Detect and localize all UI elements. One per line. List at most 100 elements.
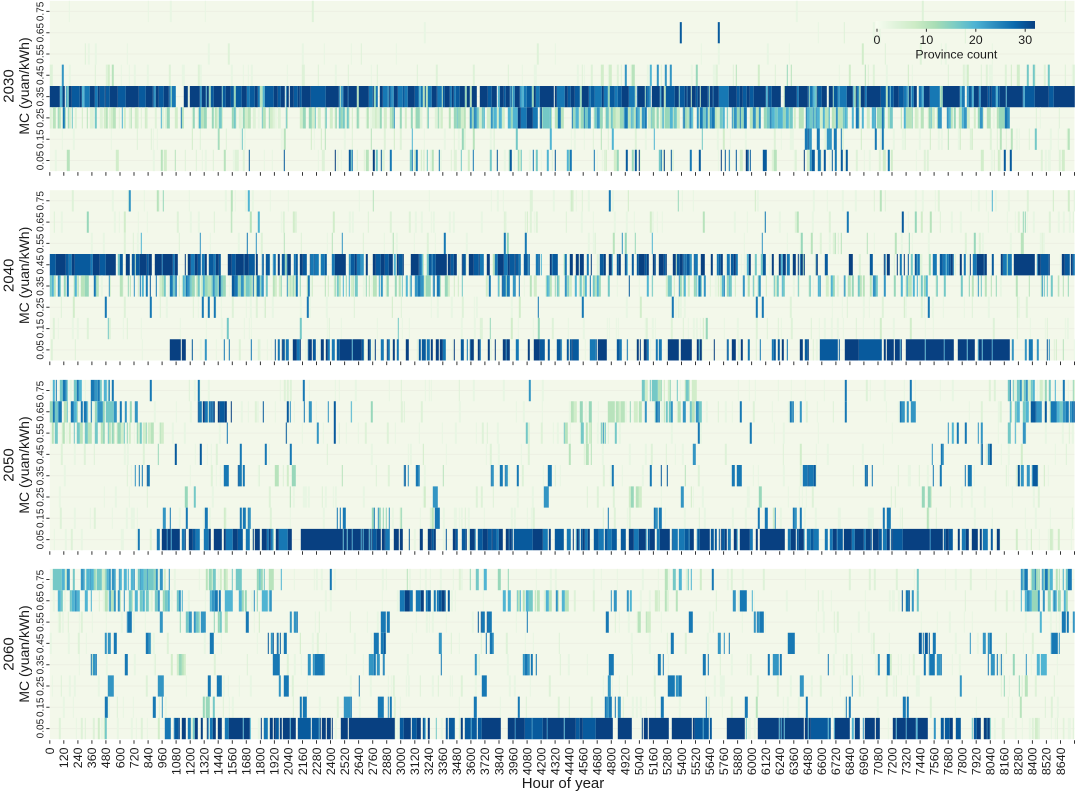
- svg-text:120: 120: [57, 747, 71, 768]
- svg-text:0.05: 0.05: [36, 718, 47, 738]
- svg-text:5640: 5640: [703, 747, 717, 775]
- svg-text:4200: 4200: [534, 747, 548, 775]
- svg-text:7200: 7200: [885, 747, 899, 775]
- svg-text:0.15: 0.15: [36, 129, 47, 149]
- svg-text:3120: 3120: [408, 747, 422, 775]
- svg-text:1200: 1200: [184, 747, 198, 775]
- svg-text:7920: 7920: [970, 747, 984, 775]
- svg-text:0.25: 0.25: [36, 487, 47, 507]
- svg-text:0.45: 0.45: [36, 633, 47, 653]
- svg-text:600: 600: [113, 747, 127, 768]
- svg-text:0.15: 0.15: [36, 697, 47, 717]
- svg-text:6360: 6360: [787, 747, 801, 775]
- svg-text:3960: 3960: [506, 747, 520, 775]
- svg-text:Province count: Province count: [915, 48, 998, 62]
- svg-text:2880: 2880: [380, 747, 394, 775]
- svg-text:0.55: 0.55: [36, 233, 47, 253]
- svg-text:0.05: 0.05: [36, 529, 47, 549]
- svg-text:0.35: 0.35: [36, 655, 47, 675]
- svg-text:2030: 2030: [1, 69, 18, 102]
- svg-text:0.15: 0.15: [36, 318, 47, 338]
- svg-text:0.25: 0.25: [36, 676, 47, 696]
- svg-text:1440: 1440: [212, 747, 226, 775]
- svg-text:6120: 6120: [759, 747, 773, 775]
- svg-text:2040: 2040: [1, 259, 18, 292]
- svg-text:2060: 2060: [1, 637, 18, 670]
- svg-text:0.15: 0.15: [36, 508, 47, 528]
- svg-text:2520: 2520: [338, 747, 352, 775]
- svg-text:0.75: 0.75: [36, 191, 47, 211]
- svg-text:3480: 3480: [450, 747, 464, 775]
- svg-text:2050: 2050: [1, 448, 18, 481]
- svg-text:360: 360: [85, 747, 99, 768]
- svg-text:8160: 8160: [998, 747, 1012, 775]
- svg-text:2160: 2160: [296, 747, 310, 775]
- svg-text:7560: 7560: [927, 747, 941, 775]
- svg-text:0.45: 0.45: [36, 444, 47, 464]
- svg-text:8520: 8520: [1040, 747, 1054, 775]
- svg-text:7680: 7680: [942, 747, 956, 775]
- svg-text:8040: 8040: [984, 747, 998, 775]
- svg-text:4440: 4440: [563, 747, 577, 775]
- svg-text:3000: 3000: [394, 747, 408, 775]
- svg-text:8400: 8400: [1026, 747, 1040, 775]
- svg-text:4560: 4560: [577, 747, 591, 775]
- svg-text:1800: 1800: [254, 747, 268, 775]
- svg-text:0.75: 0.75: [36, 569, 47, 589]
- svg-text:7800: 7800: [956, 747, 970, 775]
- svg-text:6000: 6000: [745, 747, 759, 775]
- svg-text:0.05: 0.05: [36, 150, 47, 170]
- svg-text:4680: 4680: [591, 747, 605, 775]
- svg-text:4800: 4800: [605, 747, 619, 775]
- svg-text:MC (yuan/kWh): MC (yuan/kWh): [16, 416, 32, 513]
- svg-text:0.25: 0.25: [36, 108, 47, 128]
- svg-text:3720: 3720: [478, 747, 492, 775]
- svg-text:7080: 7080: [871, 747, 885, 775]
- svg-text:840: 840: [141, 747, 155, 768]
- svg-text:5160: 5160: [647, 747, 661, 775]
- svg-text:MC (yuan/kWh): MC (yuan/kWh): [16, 605, 32, 702]
- svg-text:7320: 7320: [899, 747, 913, 775]
- svg-text:5760: 5760: [717, 747, 731, 775]
- svg-text:0.65: 0.65: [36, 591, 47, 611]
- svg-text:5280: 5280: [661, 747, 675, 775]
- svg-text:6840: 6840: [843, 747, 857, 775]
- svg-text:8640: 8640: [1054, 747, 1068, 775]
- svg-text:1080: 1080: [169, 747, 183, 775]
- svg-text:2400: 2400: [324, 747, 338, 775]
- svg-text:7440: 7440: [913, 747, 927, 775]
- svg-text:4920: 4920: [619, 747, 633, 775]
- svg-text:240: 240: [71, 747, 85, 768]
- svg-text:0.65: 0.65: [36, 402, 47, 422]
- svg-text:4320: 4320: [548, 747, 562, 775]
- svg-text:2040: 2040: [282, 747, 296, 775]
- svg-text:3600: 3600: [464, 747, 478, 775]
- svg-text:0.35: 0.35: [36, 276, 47, 296]
- svg-text:Hour of year: Hour of year: [522, 775, 605, 792]
- svg-text:0.55: 0.55: [36, 423, 47, 443]
- svg-text:MC (yuan/kWh): MC (yuan/kWh): [16, 37, 32, 134]
- svg-text:3240: 3240: [422, 747, 436, 775]
- svg-text:5400: 5400: [675, 747, 689, 775]
- svg-text:6960: 6960: [857, 747, 871, 775]
- svg-text:0: 0: [43, 747, 57, 754]
- svg-text:0.65: 0.65: [36, 212, 47, 232]
- svg-text:6720: 6720: [829, 747, 843, 775]
- svg-text:1560: 1560: [226, 747, 240, 775]
- svg-text:1320: 1320: [198, 747, 212, 775]
- svg-text:5520: 5520: [689, 747, 703, 775]
- svg-text:3840: 3840: [492, 747, 506, 775]
- svg-text:2280: 2280: [310, 747, 324, 775]
- svg-text:0.75: 0.75: [36, 380, 47, 400]
- svg-text:0: 0: [874, 33, 881, 47]
- svg-text:20: 20: [969, 33, 983, 47]
- svg-text:0.55: 0.55: [36, 44, 47, 64]
- svg-text:1680: 1680: [240, 747, 254, 775]
- svg-text:0.25: 0.25: [36, 297, 47, 317]
- svg-text:MC (yuan/kWh): MC (yuan/kWh): [16, 227, 32, 324]
- svg-text:8280: 8280: [1012, 747, 1026, 775]
- svg-text:0.05: 0.05: [36, 340, 47, 360]
- svg-text:30: 30: [1018, 33, 1032, 47]
- svg-text:1920: 1920: [268, 747, 282, 775]
- svg-text:0.45: 0.45: [36, 255, 47, 275]
